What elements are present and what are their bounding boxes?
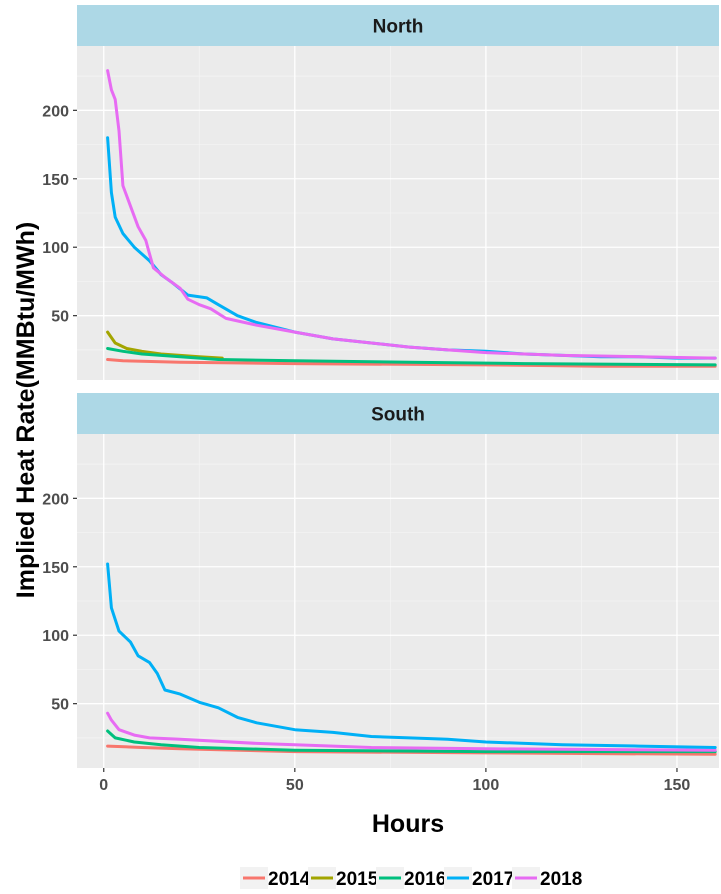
y-tick-label: 150 xyxy=(42,560,69,577)
y-tick-label: 50 xyxy=(51,309,69,326)
y-tick-label: 200 xyxy=(42,103,69,120)
series-line-2014 xyxy=(106,358,717,368)
legend-item-2016: 2016 xyxy=(376,867,446,890)
legend-label: 2017 xyxy=(472,869,514,890)
series-line-2014 xyxy=(106,744,717,756)
panels-layer: North South xyxy=(77,5,719,768)
legend-item-2015: 2015 xyxy=(308,867,379,890)
facet-strip-label: North xyxy=(373,17,424,38)
axes-layer: 50 100 150 200 50 100 150 200 0 50 100 150 xyxy=(42,103,690,794)
legend-item-2017: 2017 xyxy=(444,867,514,890)
y-tick-label: 100 xyxy=(42,240,69,257)
series-line-2017 xyxy=(106,562,717,749)
y-tick-label: 100 xyxy=(42,628,69,645)
series-line-2016 xyxy=(106,347,717,367)
facet-strip-label: South xyxy=(371,405,425,426)
legend-item-2018: 2018 xyxy=(512,867,582,890)
legend-label: 2016 xyxy=(404,869,446,890)
y-tick-label: 150 xyxy=(42,172,69,189)
x-tick-label: 100 xyxy=(473,777,500,794)
series-line-2018 xyxy=(106,711,717,752)
x-tick-label: 50 xyxy=(286,777,304,794)
y-tick-label: 200 xyxy=(42,491,69,508)
y-axis-title: Implied Heat Rate(MMBtu/MWh) xyxy=(12,222,40,598)
legend: 2014 2015 2016 2017 2018 xyxy=(240,867,582,890)
legend-label: 2014 xyxy=(268,869,311,890)
x-tick-label: 0 xyxy=(99,777,108,794)
series-line-2018 xyxy=(106,69,717,360)
x-tick-label: 150 xyxy=(664,777,691,794)
legend-label: 2015 xyxy=(336,869,379,890)
facet-panel-south: South xyxy=(77,393,719,768)
series-line-2016 xyxy=(106,729,717,754)
x-axis-title: Hours xyxy=(372,810,444,838)
facet-strip xyxy=(77,5,719,46)
facet-panel-north: North xyxy=(77,5,719,380)
legend-label: 2018 xyxy=(540,869,582,890)
facet-strip xyxy=(77,393,719,434)
y-tick-label: 50 xyxy=(51,697,69,714)
legend-item-2014: 2014 xyxy=(240,867,311,890)
